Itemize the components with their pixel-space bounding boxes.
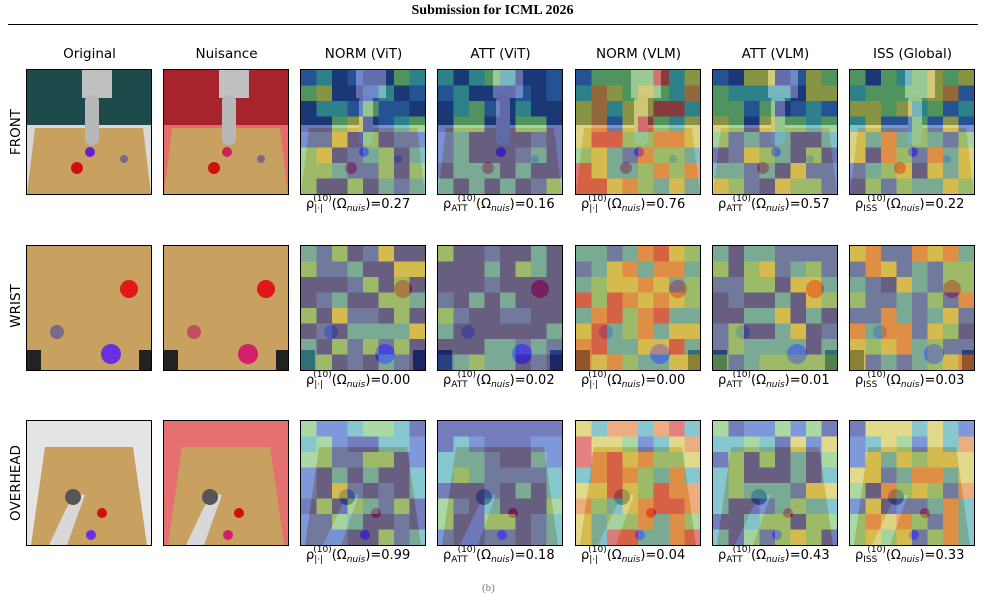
metric-value: 0.01	[800, 373, 830, 388]
tile-front-iss-global	[849, 69, 975, 195]
tile-overhead-iss-global	[849, 420, 975, 546]
tile-wrist-norm-vit	[300, 245, 426, 371]
column-header-iss-global: ISS (Global)	[872, 46, 952, 62]
metric-value: 0.57	[800, 197, 830, 212]
metric-wrist-att-vit: ρATT(10)(Ωnuis)=0.02	[443, 370, 555, 390]
metric-front-att-vit: ρATT(10)(Ωnuis)=0.16	[443, 194, 555, 214]
tile-wrist-att-vit	[437, 245, 563, 371]
tile-overhead-att-vlm	[712, 420, 838, 546]
tile-front-original	[26, 69, 152, 195]
tile-front-att-vlm	[712, 69, 838, 195]
metric-value: 0.22	[935, 197, 965, 212]
tile-overhead-norm-vit	[300, 420, 426, 546]
metric-value: 0.99	[381, 548, 411, 563]
metric-value: 0.00	[381, 373, 411, 388]
metric-overhead-iss-global: ρISS(10)(Ωnuis)=0.33	[855, 545, 965, 565]
column-header-norm-vlm: NORM (VLM)	[596, 46, 681, 62]
metric-front-att-vlm: ρATT(10)(Ωnuis)=0.57	[718, 194, 830, 214]
tile-wrist-att-vlm	[712, 245, 838, 371]
metric-front-norm-vit: ρ|·|(10)(Ωnuis)=0.27	[306, 194, 411, 214]
figure-caption: (b)	[482, 582, 495, 594]
tile-overhead-norm-vlm	[575, 420, 701, 546]
tile-wrist-norm-vlm	[575, 245, 701, 371]
metric-overhead-norm-vlm: ρ|·|(10)(Ωnuis)=0.04	[581, 545, 686, 565]
header-rule	[8, 24, 978, 25]
metric-value: 0.27	[381, 197, 411, 212]
column-header-att-vlm: ATT (VLM)	[741, 46, 810, 62]
metric-value: 0.03	[935, 373, 965, 388]
tile-wrist-iss-global	[849, 245, 975, 371]
tile-overhead-original	[26, 420, 152, 546]
metric-overhead-norm-vit: ρ|·|(10)(Ωnuis)=0.99	[306, 545, 411, 565]
tile-overhead-nuisance	[163, 420, 289, 546]
metric-value: 0.04	[656, 548, 686, 563]
metric-wrist-norm-vit: ρ|·|(10)(Ωnuis)=0.00	[306, 370, 411, 390]
metric-value: 0.16	[525, 197, 555, 212]
tile-overhead-att-vit	[437, 420, 563, 546]
metric-value: 0.02	[525, 373, 555, 388]
tile-front-att-vit	[437, 69, 563, 195]
page-header: Submission for ICML 2026	[411, 3, 574, 18]
row-label-overhead: OVERHEAD	[8, 445, 24, 521]
column-header-nuisance: Nuisance	[195, 46, 258, 62]
metric-value: 0.43	[800, 548, 830, 563]
row-label-front: FRONT	[8, 108, 24, 156]
metric-overhead-att-vlm: ρATT(10)(Ωnuis)=0.43	[718, 545, 830, 565]
metric-value: 0.00	[656, 373, 686, 388]
metric-value: 0.76	[656, 197, 686, 212]
tile-front-norm-vit	[300, 69, 426, 195]
tile-wrist-original	[26, 245, 152, 371]
metric-wrist-norm-vlm: ρ|·|(10)(Ωnuis)=0.00	[581, 370, 686, 390]
tile-wrist-nuisance	[163, 245, 289, 371]
metric-overhead-att-vit: ρATT(10)(Ωnuis)=0.18	[443, 545, 555, 565]
tile-front-norm-vlm	[575, 69, 701, 195]
metric-wrist-att-vlm: ρATT(10)(Ωnuis)=0.01	[718, 370, 830, 390]
column-header-norm-vit: NORM (ViT)	[324, 46, 403, 62]
column-header-att-vit: ATT (ViT)	[470, 46, 531, 62]
metric-front-norm-vlm: ρ|·|(10)(Ωnuis)=0.76	[581, 194, 686, 214]
row-label-wrist: WRIST	[8, 284, 24, 328]
column-header-original: Original	[63, 46, 116, 62]
metric-value: 0.18	[525, 548, 555, 563]
metric-front-iss-global: ρISS(10)(Ωnuis)=0.22	[855, 194, 965, 214]
metric-wrist-iss-global: ρISS(10)(Ωnuis)=0.03	[855, 370, 965, 390]
tile-front-nuisance	[163, 69, 289, 195]
metric-value: 0.33	[935, 548, 965, 563]
